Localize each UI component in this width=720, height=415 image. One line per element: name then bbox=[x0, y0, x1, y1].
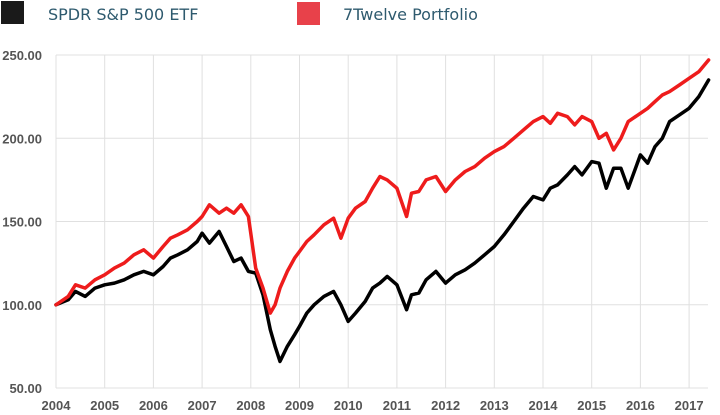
y-tick-label: 150.00 bbox=[2, 215, 42, 230]
y-axis-ticks: 50.00 100.00 150.00 200.00 250.00 bbox=[2, 48, 42, 396]
series-line-spdr bbox=[54, 78, 711, 364]
x-tick-label: 2009 bbox=[285, 398, 314, 413]
y-tick-label: 100.00 bbox=[2, 298, 42, 313]
gridlines bbox=[55, 54, 708, 389]
x-tick-label: 2016 bbox=[626, 398, 655, 413]
x-tick-label: 2013 bbox=[480, 398, 509, 413]
x-tick-label: 2017 bbox=[675, 398, 704, 413]
legend-label-spdr: SPDR S&P 500 ETF bbox=[48, 5, 198, 24]
x-tick-label: 2005 bbox=[90, 398, 119, 413]
y-tick-label: 250.00 bbox=[2, 48, 42, 63]
series-lines bbox=[54, 58, 711, 364]
x-tick-label: 2010 bbox=[334, 398, 363, 413]
x-tick-label: 2008 bbox=[236, 398, 265, 413]
legend-swatch-7twelve bbox=[297, 2, 320, 25]
legend-item-7twelve: 7Twelve Portfolio bbox=[297, 2, 478, 25]
series-line-7twelve bbox=[54, 58, 711, 315]
x-tick-label: 2006 bbox=[139, 398, 168, 413]
x-tick-label: 2011 bbox=[383, 398, 411, 413]
legend: SPDR S&P 500 ETF 7Twelve Portfolio bbox=[1, 1, 478, 25]
x-axis-ticks: 2004 2005 2006 2007 2008 2009 2010 2011 2012 2013… bbox=[42, 398, 704, 413]
x-tick-label: 2004 bbox=[42, 398, 72, 413]
y-tick-label: 200.00 bbox=[2, 131, 42, 146]
x-tick-label: 2015 bbox=[577, 398, 606, 413]
y-tick-label: 50.00 bbox=[9, 381, 42, 396]
x-tick-label: 2007 bbox=[188, 398, 217, 413]
legend-item-spdr: SPDR S&P 500 ETF bbox=[1, 1, 198, 24]
x-tick-label: 2012 bbox=[431, 398, 460, 413]
legend-swatch-spdr bbox=[1, 1, 24, 24]
legend-label-7twelve: 7Twelve Portfolio bbox=[343, 5, 478, 24]
x-tick-label: 2014 bbox=[529, 398, 559, 413]
